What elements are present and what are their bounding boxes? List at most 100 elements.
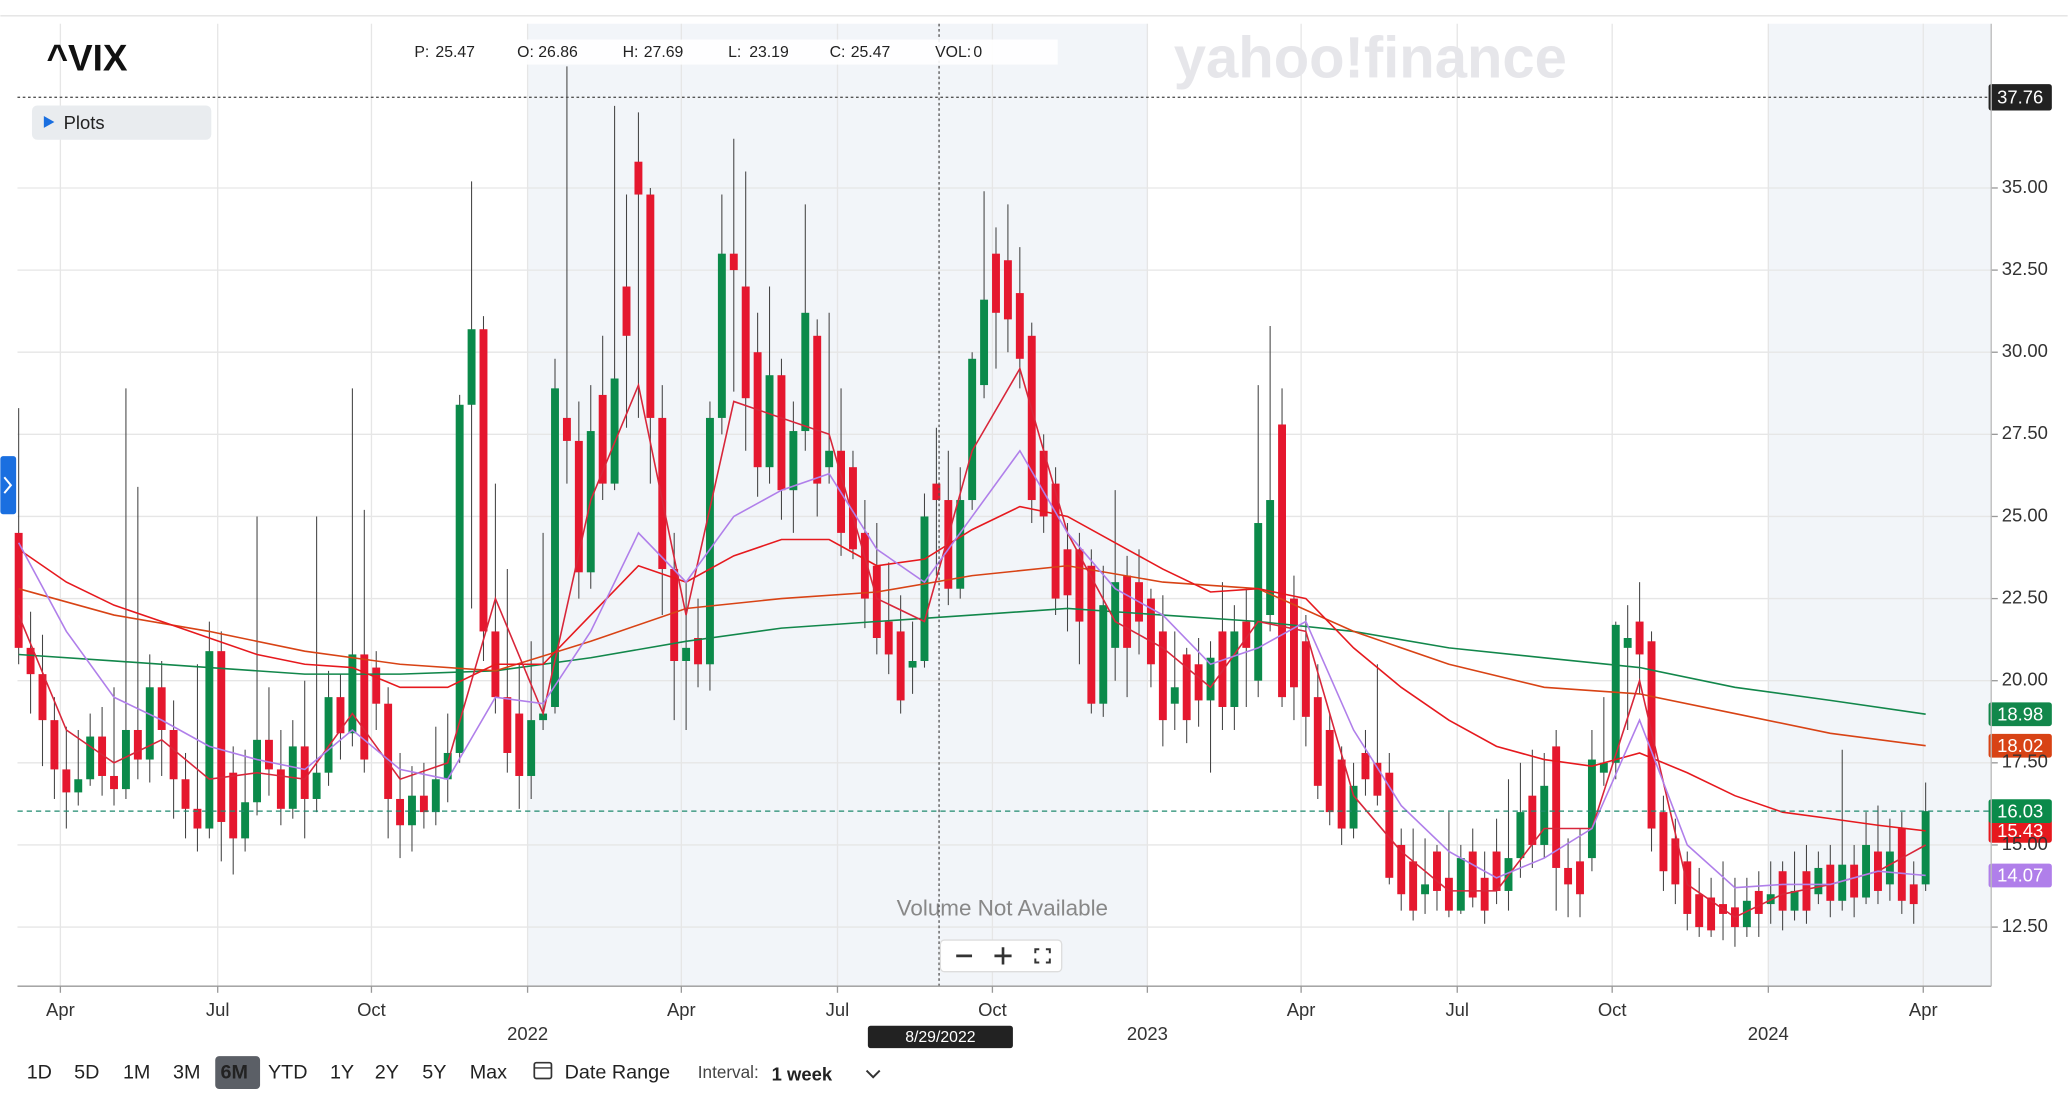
x-tick-label: Jul	[1445, 999, 1469, 1020]
symbol: ^VIX	[46, 37, 127, 78]
candle-body	[1409, 861, 1418, 911]
candle-body	[1850, 864, 1859, 898]
candle-body	[1707, 897, 1716, 931]
candle-body	[14, 532, 23, 648]
candle-body	[682, 647, 691, 662]
y-tick-label: 30.00	[2002, 340, 2048, 361]
interval-chevron[interactable]	[865, 1069, 881, 1079]
crosshair-date: 8/29/2022	[905, 1029, 975, 1046]
range-button[interactable]: 1M	[123, 1061, 150, 1083]
candle-body	[86, 736, 95, 780]
candle-body	[38, 674, 47, 721]
marks	[14, 66, 1930, 947]
candle-body	[1468, 851, 1477, 898]
x-tick-label: Jul	[826, 999, 850, 1020]
candle-body	[1015, 293, 1024, 359]
candle-body	[408, 795, 416, 826]
candle-body	[1623, 638, 1632, 648]
candle-body	[1385, 772, 1394, 878]
grid	[17, 23, 1998, 987]
range-button[interactable]: 2Y	[375, 1061, 399, 1083]
fullscreen[interactable]	[1034, 948, 1051, 964]
candle-body	[1325, 729, 1334, 813]
candle-body	[980, 299, 989, 386]
candle-body	[1337, 759, 1346, 829]
candle-body	[872, 565, 881, 639]
side-tab[interactable]	[0, 456, 17, 515]
plots-button[interactable]	[31, 105, 212, 140]
candle-body	[98, 736, 107, 776]
side-tab-icon	[3, 476, 13, 494]
candle-body	[455, 404, 464, 753]
range-button[interactable]: 5Y	[422, 1061, 446, 1083]
candle-body	[1516, 812, 1525, 859]
candle-body	[813, 335, 822, 484]
candle-body	[1587, 759, 1596, 859]
candle-body	[264, 739, 273, 770]
candle-body	[622, 286, 631, 336]
range-button[interactable]: 1D	[27, 1061, 52, 1083]
zoom-in[interactable]	[994, 947, 1012, 965]
x-tick-label: Apr	[1909, 999, 1938, 1020]
x-tick-label: Oct	[978, 999, 1007, 1020]
range-button[interactable]: 6M	[221, 1061, 248, 1083]
candle-body	[157, 687, 166, 730]
ohlc-value: 0	[973, 44, 982, 61]
candle-body	[658, 417, 667, 570]
candle-body	[598, 394, 607, 484]
calendar-icon[interactable]	[533, 1061, 553, 1080]
candle-body	[300, 746, 309, 799]
candle-body	[1111, 582, 1120, 648]
range-button[interactable]: Max	[470, 1061, 507, 1083]
date-range[interactable]: Date Range	[565, 1061, 671, 1083]
candle-body	[217, 651, 226, 822]
candle-body	[920, 516, 929, 662]
candle-body	[1814, 867, 1823, 895]
ohlc-value: 23.19	[749, 44, 789, 61]
candle-body	[1123, 575, 1132, 648]
candle-body	[1671, 838, 1680, 885]
range-button[interactable]: 5D	[74, 1061, 99, 1083]
plots-label[interactable]: Plots	[64, 112, 105, 133]
candle-body	[133, 729, 142, 760]
candle-body	[1206, 657, 1215, 701]
series-badge	[1988, 702, 2052, 727]
range-button[interactable]: YTD	[268, 1061, 308, 1083]
candle-body	[1421, 884, 1430, 895]
x-tick-label: 2024	[1748, 1023, 1789, 1044]
candle-body	[539, 713, 548, 721]
candle-body	[1635, 621, 1644, 655]
candle-body	[1373, 762, 1382, 796]
candle-body	[1790, 890, 1799, 911]
candle-body	[1659, 812, 1668, 872]
candle-body	[1254, 523, 1263, 681]
x-tick-label: Oct	[1598, 999, 1627, 1020]
ohlc-label: C:	[830, 44, 846, 61]
range-button[interactable]: 1Y	[330, 1061, 354, 1083]
volume-notice: Volume Not Available	[897, 896, 1108, 921]
candle-body	[431, 779, 440, 813]
candle-body	[1444, 877, 1453, 911]
ohlc-label: P:	[414, 44, 429, 61]
ma-line	[18, 564, 1926, 747]
candle-body	[1003, 260, 1012, 320]
candle-body	[62, 769, 71, 793]
candle-body	[1552, 746, 1561, 868]
candle-body	[110, 775, 118, 790]
candle-body	[717, 253, 726, 418]
candle-body	[610, 378, 619, 484]
candle-body	[932, 483, 941, 501]
candle-body	[1862, 844, 1871, 898]
range-button[interactable]: 3M	[173, 1061, 200, 1083]
y-tick-label: 35.00	[2002, 176, 2048, 197]
series-badge	[1988, 818, 2052, 843]
candle-body	[1921, 811, 1930, 885]
candle-body	[1301, 641, 1310, 717]
candle-body	[1051, 483, 1060, 599]
series-badge-label: 18.98	[1997, 703, 2043, 724]
interval-value[interactable]: 1 week	[772, 1064, 833, 1085]
candle-body	[1576, 861, 1584, 895]
range-selected[interactable]	[215, 1056, 261, 1090]
